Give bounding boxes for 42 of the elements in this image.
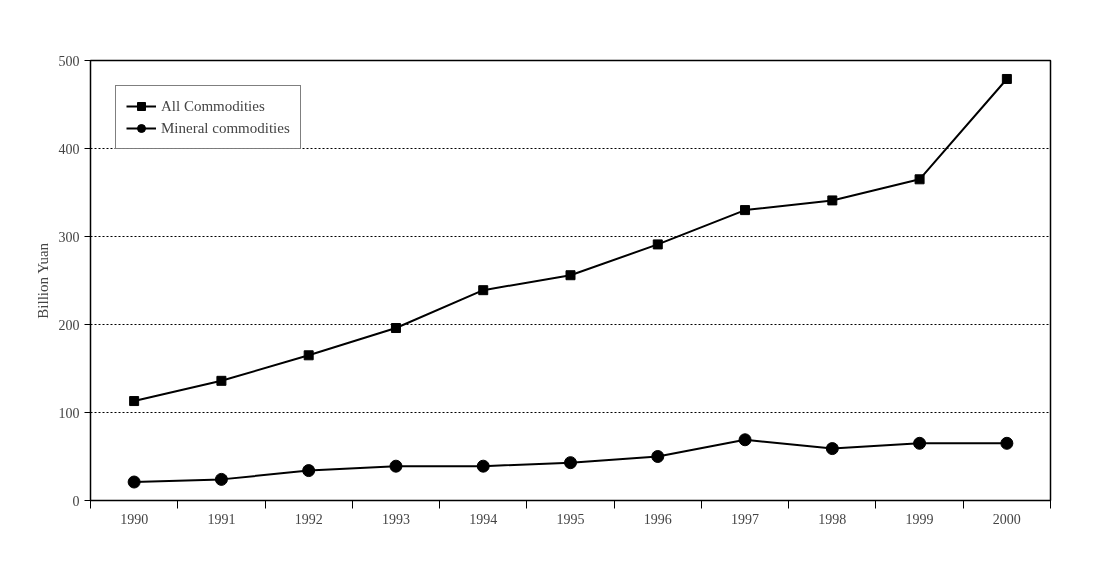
y-tick-label: 0 xyxy=(72,493,80,509)
point xyxy=(564,456,577,470)
x-tick-label: 1994 xyxy=(469,511,498,527)
point xyxy=(827,195,838,206)
point xyxy=(389,459,403,473)
point xyxy=(914,174,925,185)
x-tick-label: 1999 xyxy=(905,511,934,527)
point xyxy=(216,375,227,386)
point xyxy=(565,270,576,281)
point xyxy=(913,436,927,450)
x-tick-label: 1995 xyxy=(556,511,585,527)
point xyxy=(476,459,490,473)
x-tick-label: 1997 xyxy=(731,511,760,527)
x-tick-label: 1990 xyxy=(120,511,149,527)
x-tick-label: 2000 xyxy=(992,511,1021,527)
point xyxy=(825,442,839,456)
y-axis-title: Billion Yuan xyxy=(34,242,51,319)
x-tick-label: 1996 xyxy=(643,511,672,527)
point xyxy=(740,205,751,216)
y-tick-label: 200 xyxy=(58,317,80,333)
y-tick-label: 400 xyxy=(58,141,80,157)
y-tick-label: 300 xyxy=(58,229,80,245)
x-tick-label: 1992 xyxy=(294,511,323,527)
x-tick-label: 1998 xyxy=(818,511,847,527)
point xyxy=(129,396,140,407)
point xyxy=(390,323,401,334)
legend-label: Mineral commodities xyxy=(161,119,290,137)
point xyxy=(652,239,663,250)
y-tick-label: 100 xyxy=(58,405,80,421)
point xyxy=(738,433,752,447)
point xyxy=(302,464,316,478)
point xyxy=(127,475,141,489)
point xyxy=(303,350,314,361)
point xyxy=(651,450,665,463)
point xyxy=(478,285,489,296)
x-tick-label: 1993 xyxy=(381,511,410,527)
point xyxy=(1001,73,1012,84)
y-tick-label: 500 xyxy=(58,53,80,69)
x-tick-label: 1991 xyxy=(207,511,236,527)
legend-label: All Commodities xyxy=(161,97,265,115)
point xyxy=(214,472,228,486)
point xyxy=(1000,436,1014,450)
